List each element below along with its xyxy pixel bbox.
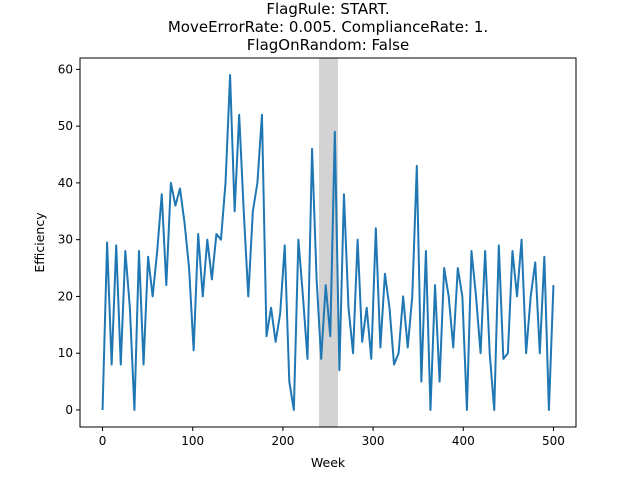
x-tick-label: 400 <box>452 434 475 448</box>
y-tick-label: 40 <box>58 176 73 190</box>
plot-area <box>79 57 577 428</box>
chart-title-line-2: MoveErrorRate: 0.005. ComplianceRate: 1. <box>168 18 488 36</box>
chart-title-line-3: FlagOnRandom: False <box>247 36 409 54</box>
y-tick-label: 60 <box>58 62 73 76</box>
y-tick-label: 50 <box>58 119 73 133</box>
x-tick-label: 0 <box>99 434 107 448</box>
x-axis-label: Week <box>311 455 346 470</box>
chart-title-line-1: FlagRule: START. <box>266 0 389 18</box>
y-axis: 0 10 20 30 40 50 60 <box>58 62 80 417</box>
y-tick-label: 0 <box>65 403 73 417</box>
x-tick-label: 500 <box>542 434 565 448</box>
axes-frame <box>79 57 577 428</box>
y-axis-label: Efficiency <box>32 212 47 273</box>
x-tick-label: 300 <box>362 434 385 448</box>
data-series-line <box>101 74 555 411</box>
y-tick-label: 10 <box>58 346 73 360</box>
y-tick-label: 30 <box>58 233 73 247</box>
y-tick-label: 20 <box>58 289 73 303</box>
x-tick-label: 100 <box>181 434 204 448</box>
x-tick-label: 200 <box>271 434 294 448</box>
shaded-region <box>318 58 338 427</box>
x-axis: 0 100 200 300 400 500 <box>99 427 565 448</box>
